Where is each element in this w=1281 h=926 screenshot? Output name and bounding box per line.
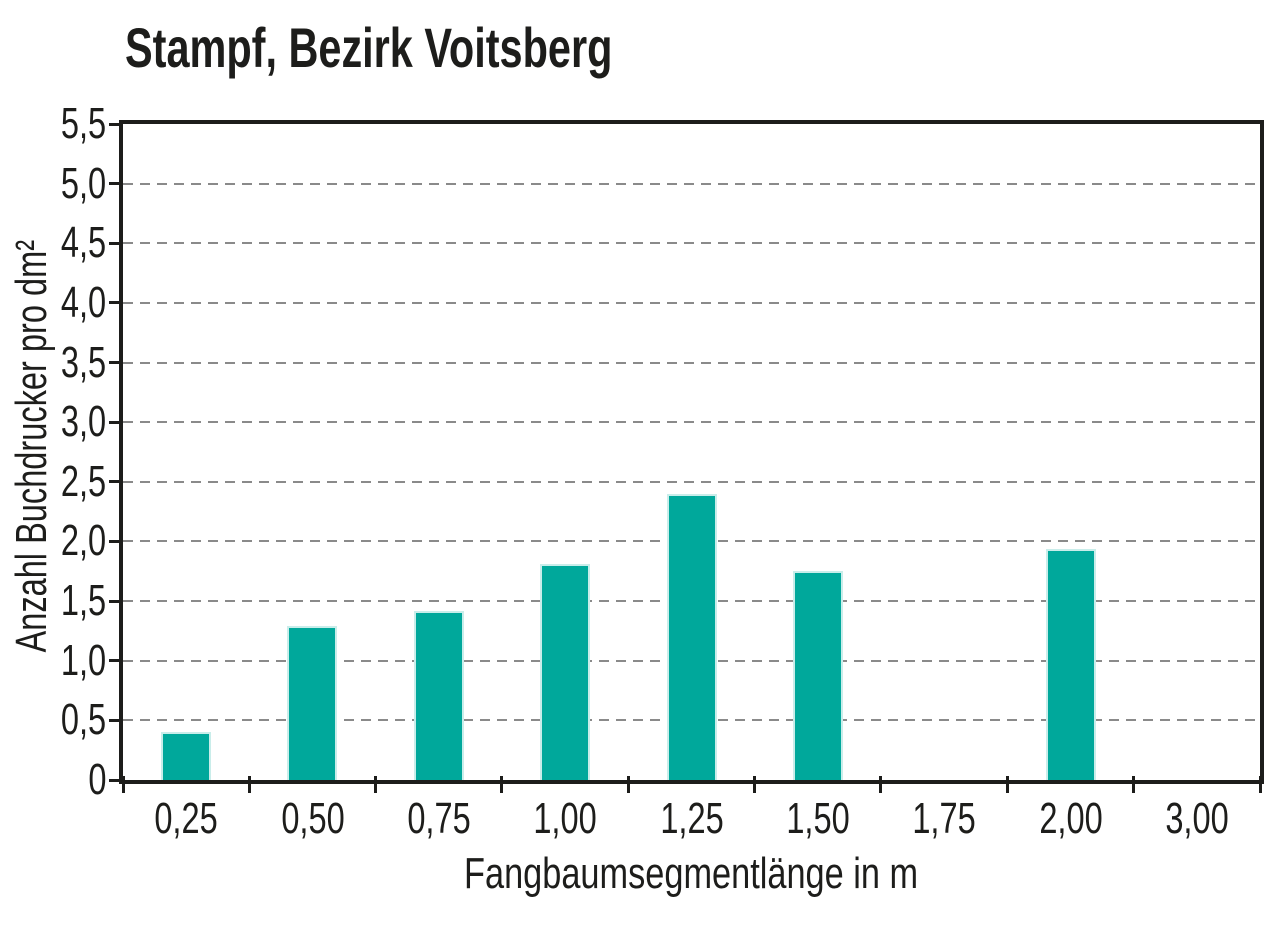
bar xyxy=(413,610,464,780)
bar xyxy=(161,732,212,780)
y-axis-tick xyxy=(109,659,123,663)
x-tick-label: 3,00 xyxy=(1165,794,1229,843)
y-tick-label: 0,5 xyxy=(60,695,106,745)
x-axis-title-text: Fangbaumsegmentlänge in m xyxy=(464,849,919,898)
y-axis-tick xyxy=(109,182,123,186)
x-tick-label: 0,25 xyxy=(154,794,218,843)
y-axis-tick-labels: 0 0,5 1,0 1,5 2,0 2,5 3,0 3,5 4,0 4,5 5,0 5,5 xyxy=(0,102,106,802)
x-axis-title: Fangbaumsegmentlänge in m xyxy=(123,852,1260,896)
y-tick-label: 3,0 xyxy=(60,397,106,447)
x-tick-label: 1,75 xyxy=(912,794,976,843)
y-tick-label: 0 xyxy=(87,755,106,804)
y-axis-tick xyxy=(109,122,123,126)
y-tick-label: 2,0 xyxy=(60,516,106,566)
y-axis-tick xyxy=(109,361,123,365)
x-axis-tick xyxy=(1132,776,1136,793)
y-tick-label: 5,0 xyxy=(60,158,106,208)
y-tick-label: 4,0 xyxy=(60,277,106,327)
x-axis-tick xyxy=(374,776,378,793)
x-tick-label: 0,75 xyxy=(407,794,471,843)
x-axis-tick xyxy=(1005,776,1009,793)
bar xyxy=(540,564,591,780)
gridline xyxy=(123,301,1260,304)
x-axis-tick xyxy=(247,776,251,793)
x-axis-tick-labels: 0,25 0,50 0,75 1,00 1,25 1,50 1,75 2,00 3,00 xyxy=(123,797,1260,843)
chart-title: Stampf, Bezirk Voitsberg xyxy=(125,16,613,79)
y-axis-title: Anzahl Buchdrucker pro dm² xyxy=(7,166,56,726)
bar xyxy=(1045,548,1096,780)
gridline xyxy=(123,361,1260,364)
y-axis-tick xyxy=(109,718,123,722)
y-axis-tick xyxy=(109,539,123,543)
x-tick-label: 1,25 xyxy=(659,794,724,843)
x-axis-tick xyxy=(753,776,757,793)
gridline xyxy=(123,242,1260,245)
x-axis-tick xyxy=(626,776,630,793)
x-tick-label: 0,50 xyxy=(280,794,345,843)
y-axis-tick xyxy=(109,480,123,484)
y-tick-label: 3,5 xyxy=(60,337,106,387)
bar xyxy=(666,493,717,780)
gridline xyxy=(123,421,1260,424)
x-axis-tick xyxy=(1258,776,1262,793)
y-axis-tick xyxy=(109,241,123,245)
bar xyxy=(287,626,338,780)
y-axis-title-text: Anzahl Buchdrucker pro dm² xyxy=(7,239,56,653)
y-tick-label: 2,5 xyxy=(60,456,106,506)
x-tick-label: 2,00 xyxy=(1038,794,1103,843)
y-tick-label: 1,5 xyxy=(60,576,106,626)
x-axis-tick xyxy=(500,776,504,793)
y-axis-tick xyxy=(109,778,123,782)
y-axis-tick xyxy=(109,420,123,424)
x-axis-tick xyxy=(121,776,125,793)
plot-area xyxy=(109,120,1264,793)
y-tick-label: 5,5 xyxy=(60,99,106,148)
y-tick-label: 1,0 xyxy=(60,635,106,685)
y-axis-tick xyxy=(109,599,123,603)
y-tick-label: 4,5 xyxy=(60,218,106,268)
bar xyxy=(792,571,843,780)
gridline xyxy=(123,182,1260,185)
y-axis-tick xyxy=(109,301,123,305)
x-tick-label: 1,00 xyxy=(533,794,597,843)
x-axis-tick xyxy=(879,776,883,793)
x-tick-label: 1,50 xyxy=(786,794,850,843)
gridline xyxy=(123,480,1260,483)
